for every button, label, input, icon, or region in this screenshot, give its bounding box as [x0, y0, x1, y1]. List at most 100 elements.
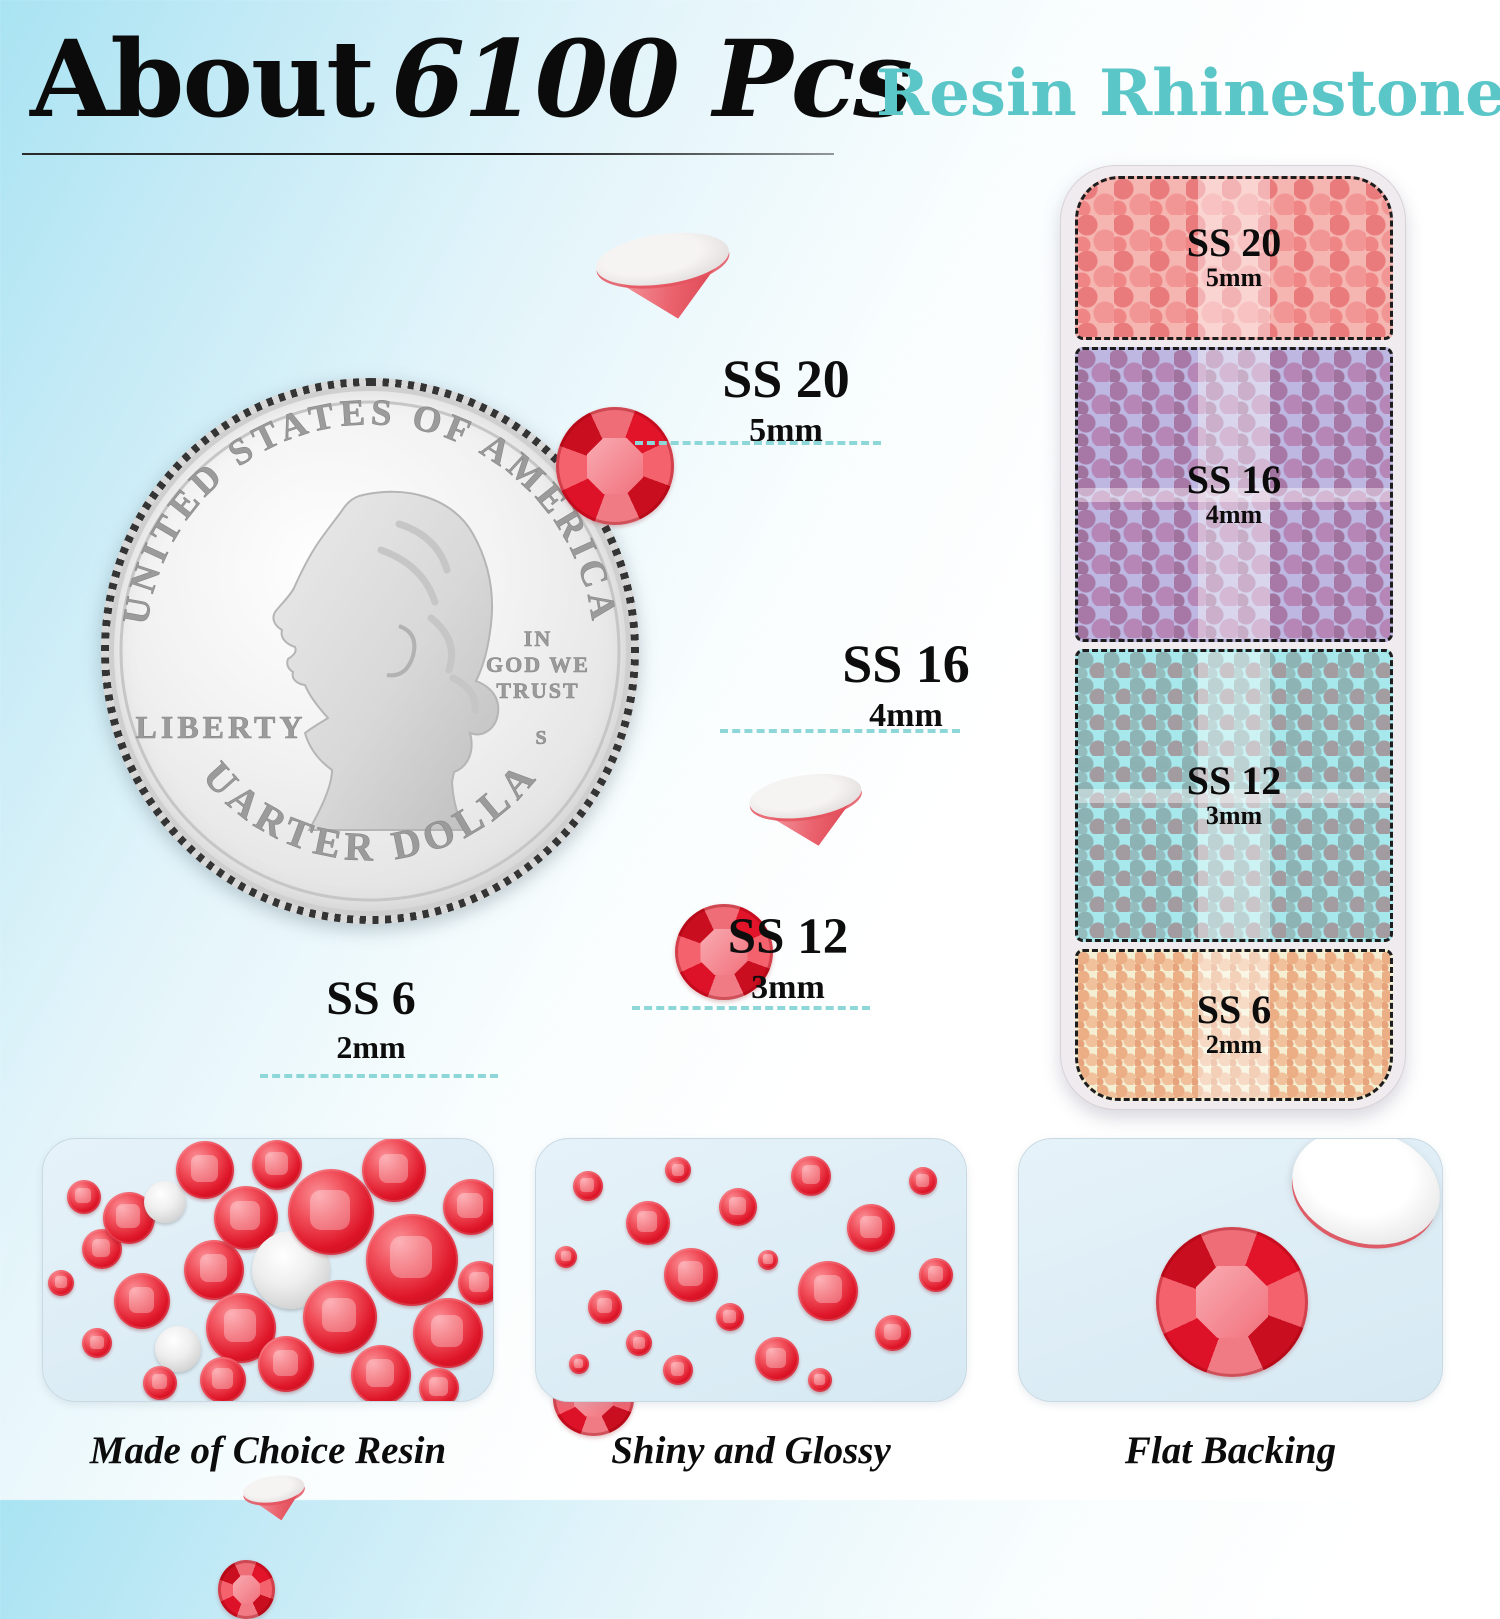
- rhinestone-small: [176, 1141, 234, 1200]
- rhinestone-top-view-ss16: [675, 904, 773, 1000]
- dashed-underline-ss20: [635, 441, 881, 445]
- box-section-ss16: SS 16 4mm: [1075, 347, 1393, 642]
- rhinestone-small: [350, 1344, 411, 1401]
- coin-motto-line1: IN: [524, 626, 552, 651]
- rhinestone-small: [664, 1157, 691, 1184]
- rhinestone-small: [715, 1303, 744, 1332]
- box-mm-text: 5mm: [1205, 263, 1263, 293]
- box-label-text: SS 6: [1196, 987, 1272, 1033]
- rhinestone-small: [625, 1200, 670, 1245]
- rhinestone-small: [572, 1171, 603, 1202]
- size-mm-text: 2mm: [336, 1029, 406, 1065]
- box-center-stripe: [1198, 952, 1270, 1098]
- size-label-text: SS 6: [326, 972, 416, 1025]
- size-label-ss20: SS 20 5mm: [686, 352, 886, 448]
- page-title: About 6100 Pcs: [30, 16, 913, 150]
- rhinestone-small: [303, 1280, 377, 1355]
- page-subtitle: Resin Rhinestones: [876, 56, 1500, 131]
- coin-liberty-text: LIBERTY: [136, 709, 307, 745]
- rhinestone-small: [184, 1240, 244, 1300]
- rhinestone-small: [442, 1179, 493, 1236]
- box-label-text: SS 12: [1186, 757, 1282, 803]
- rhinestone-small: [663, 1248, 718, 1303]
- rhinestone-pattern: [1078, 952, 1390, 1098]
- box-center-stripe: [1198, 350, 1270, 639]
- rhinestone-small: [874, 1314, 911, 1351]
- rhinestone-small: [258, 1336, 314, 1393]
- size-label-ss12: SS 12 3mm: [688, 912, 888, 1005]
- box-section-label: SS 20 5mm: [1078, 223, 1390, 293]
- box-label-text: SS 16: [1186, 456, 1282, 502]
- rhinestone-small: [587, 1289, 622, 1324]
- rhinestone-small: [798, 1260, 859, 1321]
- dashed-underline-ss16: [720, 729, 960, 733]
- rhinestone-flat-back-small: [143, 1180, 186, 1223]
- rhinestone-small: [114, 1273, 170, 1330]
- box-section-ss6: SS 6 2mm: [1075, 949, 1393, 1101]
- size-label-ss16: SS 16 4mm: [806, 637, 1006, 733]
- coin-inner-rim: [119, 400, 621, 902]
- coin-portrait: [272, 490, 500, 831]
- box-section-ss20: SS 20 5mm: [1075, 176, 1393, 340]
- rhinestone-pattern: [1078, 350, 1390, 639]
- rhinestone-small: [252, 1140, 302, 1191]
- dashed-underline-ss12: [632, 1006, 870, 1010]
- title-count: 6100 Pcs: [391, 16, 913, 141]
- coin-motto-line2: GOD WE: [486, 652, 590, 677]
- rhinestone-small: [413, 1297, 483, 1368]
- rhinestone-small: [807, 1368, 832, 1393]
- rhinestone-small: [719, 1188, 758, 1227]
- coin-hair-detail: [377, 520, 479, 714]
- dashed-underline-ss6: [260, 1074, 498, 1078]
- size-label-ss6: SS 6 2mm: [271, 972, 471, 1065]
- rhinestone-small: [918, 1258, 953, 1293]
- rhinestone-top-view-ss6: [218, 1560, 275, 1619]
- size-mm-text: 3mm: [751, 969, 825, 1006]
- rhinestone-large: [1156, 1227, 1308, 1377]
- feature-caption-flat-backing: Flat Backing: [1124, 1429, 1337, 1472]
- box-section-label: SS 12 3mm: [1078, 757, 1390, 831]
- box-mm-text: 3mm: [1205, 800, 1263, 830]
- box-section-label: SS 6 2mm: [1078, 990, 1390, 1060]
- rhinestone-small: [754, 1337, 799, 1382]
- rhinestone-small: [143, 1365, 177, 1400]
- coin-mint-mark: S: [535, 727, 546, 749]
- rhinestone-small: [847, 1204, 896, 1253]
- rhinestone-small: [626, 1330, 653, 1357]
- size-label-text: SS 12: [727, 909, 849, 965]
- feature-photo-glossy: [535, 1138, 967, 1402]
- rhinestone-small: [48, 1270, 74, 1297]
- coin-ear-detail: [386, 624, 417, 678]
- rhinestone-top-view-ss20: [556, 407, 674, 525]
- rhinestone-flat-back-small: [155, 1325, 201, 1372]
- rhinestone-small: [662, 1354, 693, 1385]
- box-center-stripe: [1198, 652, 1270, 939]
- box-section-ss12: SS 12 3mm: [1075, 649, 1393, 942]
- rhinestone-side-view-ss16: [746, 767, 869, 854]
- quarter-coin: UNITED STATES OF AMERICA QUARTER DOLLAR …: [101, 378, 639, 924]
- box-row-divider: [1078, 788, 1390, 803]
- feature-photo-flat-backing: [1018, 1138, 1443, 1402]
- rhinestone-small: [366, 1213, 458, 1306]
- feature-caption-glossy: Shiny and Glossy: [611, 1429, 891, 1472]
- rhinestone-small: [82, 1328, 112, 1359]
- box-section-label: SS 16 4mm: [1078, 456, 1390, 530]
- size-label-text: SS 16: [842, 634, 970, 694]
- box-row-divider: [1078, 487, 1390, 502]
- rhinestone-pattern: [1078, 652, 1390, 939]
- rhinestone-small: [288, 1169, 374, 1256]
- box-mm-text: 2mm: [1205, 1030, 1263, 1060]
- rhinestone-small: [909, 1166, 937, 1195]
- feature-caption-resin: Made of Choice Resin: [89, 1429, 447, 1472]
- box-label-text: SS 20: [1186, 220, 1282, 266]
- rhinestone-side-view-ss20: [592, 225, 738, 329]
- feature-photo-resin: [42, 1138, 494, 1402]
- title-prefix: About: [30, 16, 375, 141]
- coin-engraving: UNITED STATES OF AMERICA QUARTER DOLLAR …: [101, 378, 621, 902]
- rhinestone-small: [457, 1261, 493, 1306]
- title-underline: [22, 153, 834, 155]
- rhinestone-small: [791, 1155, 832, 1196]
- rhinestone-small: [66, 1179, 101, 1214]
- rhinestone-storage-box: SS 20 5mm SS 16 4mm SS 12 3mm SS 6 2mm: [1060, 165, 1406, 1110]
- rhinestone-flat-back: [1278, 1139, 1442, 1262]
